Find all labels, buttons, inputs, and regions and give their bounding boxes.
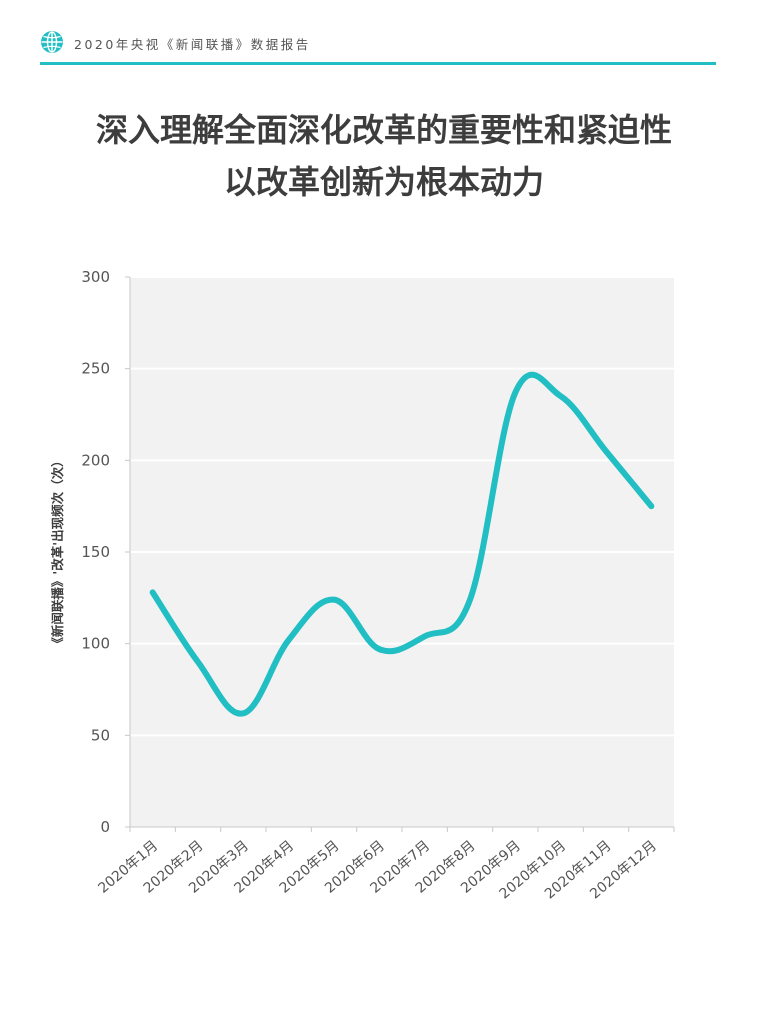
line-chart: 0 50 100 150 200 250 300 2020年1月 2020年2月 2020年3月 2… — [0, 250, 768, 950]
y-tick-label: 150 — [81, 543, 110, 561]
y-tick-label: 100 — [81, 635, 110, 653]
chart-svg: 0501001502002503002020年1月2020年2月2020年3月2… — [50, 268, 675, 902]
y-tick-label: 200 — [81, 451, 110, 469]
globe-icon — [41, 31, 63, 53]
y-tick-label: 0 — [100, 818, 110, 836]
header-divider — [40, 62, 716, 65]
report-header: 2020年央视《新闻联播》数据报告 — [40, 28, 716, 66]
y-tick-label: 50 — [91, 726, 110, 744]
y-tick-label: 300 — [81, 268, 110, 286]
y-tick-label: 250 — [81, 360, 110, 378]
title-line-1: 深入理解全面深化改革的重要性和紧迫性 — [95, 111, 672, 149]
page-title: 深入理解全面深化改革的重要性和紧迫性 以改革创新为根本动力 — [0, 104, 768, 208]
title-line-2: 以改革创新为根本动力 — [223, 163, 544, 201]
series-line — [149, 371, 655, 717]
header-title: 2020年央视《新闻联播》数据报告 — [74, 37, 311, 52]
y-axis-title: 《新闻联播》'改革'出现频次（次） — [50, 454, 65, 649]
